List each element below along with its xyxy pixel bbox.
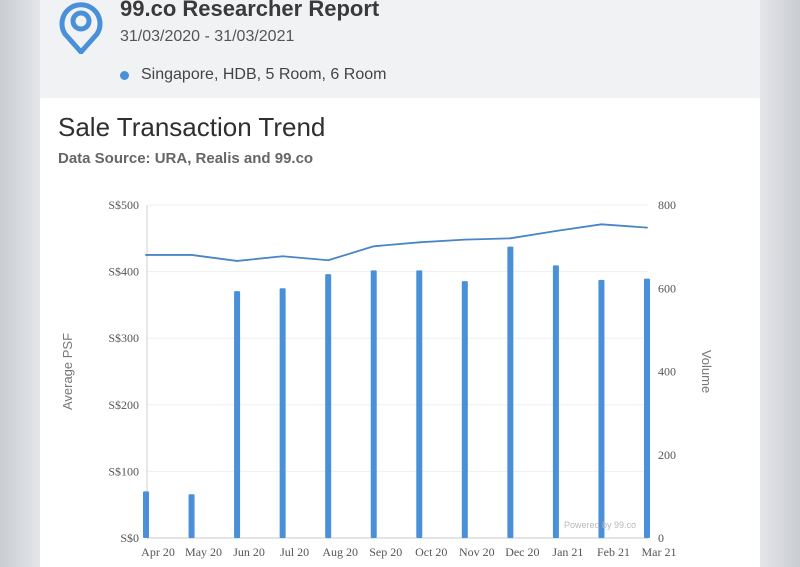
x-tick-label: May 20	[185, 545, 222, 559]
average-psf-point	[418, 241, 421, 244]
volume-bar	[234, 291, 241, 538]
x-tick-label: Oct 20	[415, 545, 447, 559]
x-tick-label: Sep 20	[369, 545, 402, 559]
volume-bar	[370, 270, 377, 538]
x-tick-label: Aug 20	[322, 545, 358, 559]
average-psf-point	[281, 255, 284, 258]
y-left-tick-label: S$300	[108, 331, 139, 345]
average-psf-point	[509, 237, 512, 240]
x-tick-label: Jul 20	[280, 545, 309, 559]
volume-bar	[188, 494, 195, 538]
y-left-tick-label: S$400	[108, 265, 139, 279]
y-left-axis-title: Average PSF	[60, 333, 75, 410]
average-psf-point	[327, 259, 330, 262]
x-tick-label: Apr 20	[141, 545, 175, 559]
x-tick-label: Feb 21	[597, 545, 630, 559]
average-psf-point	[646, 226, 648, 229]
volume-bar	[644, 278, 650, 538]
filter-label: Singapore, HDB, 5 Room, 6 Room	[141, 66, 387, 83]
volume-bar	[279, 288, 286, 538]
volume-bar	[598, 279, 605, 538]
average-psf-point	[463, 238, 466, 241]
filter-dot-icon	[120, 70, 129, 80]
volume-bar	[416, 270, 423, 538]
volume-bar	[325, 274, 332, 538]
volume-bar	[461, 281, 468, 538]
left-margin	[0, 0, 40, 567]
x-tick-label: Mar 21	[642, 545, 677, 559]
y-right-tick-label: 400	[658, 365, 676, 379]
report-card: 99.co Researcher Report 31/03/2020 - 31/…	[40, 0, 760, 567]
chart-credit: Powered by 99.co	[564, 520, 636, 530]
average-psf-point	[555, 230, 557, 232]
y-left-tick-label: S$100	[108, 464, 139, 478]
y-left-tick-label: S$500	[108, 198, 139, 212]
average-psf-point	[145, 254, 147, 256]
volume-bar	[507, 246, 514, 538]
x-tick-label: Jun 20	[233, 545, 265, 559]
chart-title: Sale Transaction Trend	[58, 112, 326, 142]
y-left-tick-label: S$200	[108, 398, 139, 412]
right-margin	[760, 0, 800, 567]
average-psf-point	[600, 223, 603, 226]
volume-bar	[143, 491, 149, 538]
99co-logo-icon	[59, 2, 103, 54]
y-right-axis-title: Volume	[699, 350, 714, 393]
chart-subtitle: Data Source: URA, Realis and 99.co	[58, 150, 314, 167]
report-date-range: 31/03/2020 - 31/03/2021	[120, 28, 295, 45]
x-tick-label: Nov 20	[459, 545, 495, 559]
y-right-tick-label: 800	[658, 198, 676, 212]
report-header: 99.co Researcher Report 31/03/2020 - 31/…	[40, 0, 760, 98]
filter-legend: Singapore, HDB, 5 Room, 6 Room	[120, 66, 386, 84]
average-psf-line	[146, 223, 648, 262]
y-right-tick-label: 200	[658, 448, 676, 462]
y-right-tick-label: 600	[658, 281, 676, 295]
average-psf-point	[372, 245, 375, 248]
average-psf-point	[236, 260, 238, 262]
report-title: 99.co Researcher Report	[120, 0, 380, 21]
average-psf-point	[190, 254, 193, 256]
y-right-tick-label: 0	[658, 531, 664, 545]
volume-bar	[552, 265, 559, 538]
sale-transaction-chart: S$0 S$100 S$200 S$300 S$400 S$500 0 200 400 600 80…	[60, 198, 714, 559]
x-tick-label: Dec 20	[505, 545, 539, 559]
x-tick-label: Jan 21	[552, 545, 583, 559]
y-left-tick-label: S$0	[120, 531, 139, 545]
